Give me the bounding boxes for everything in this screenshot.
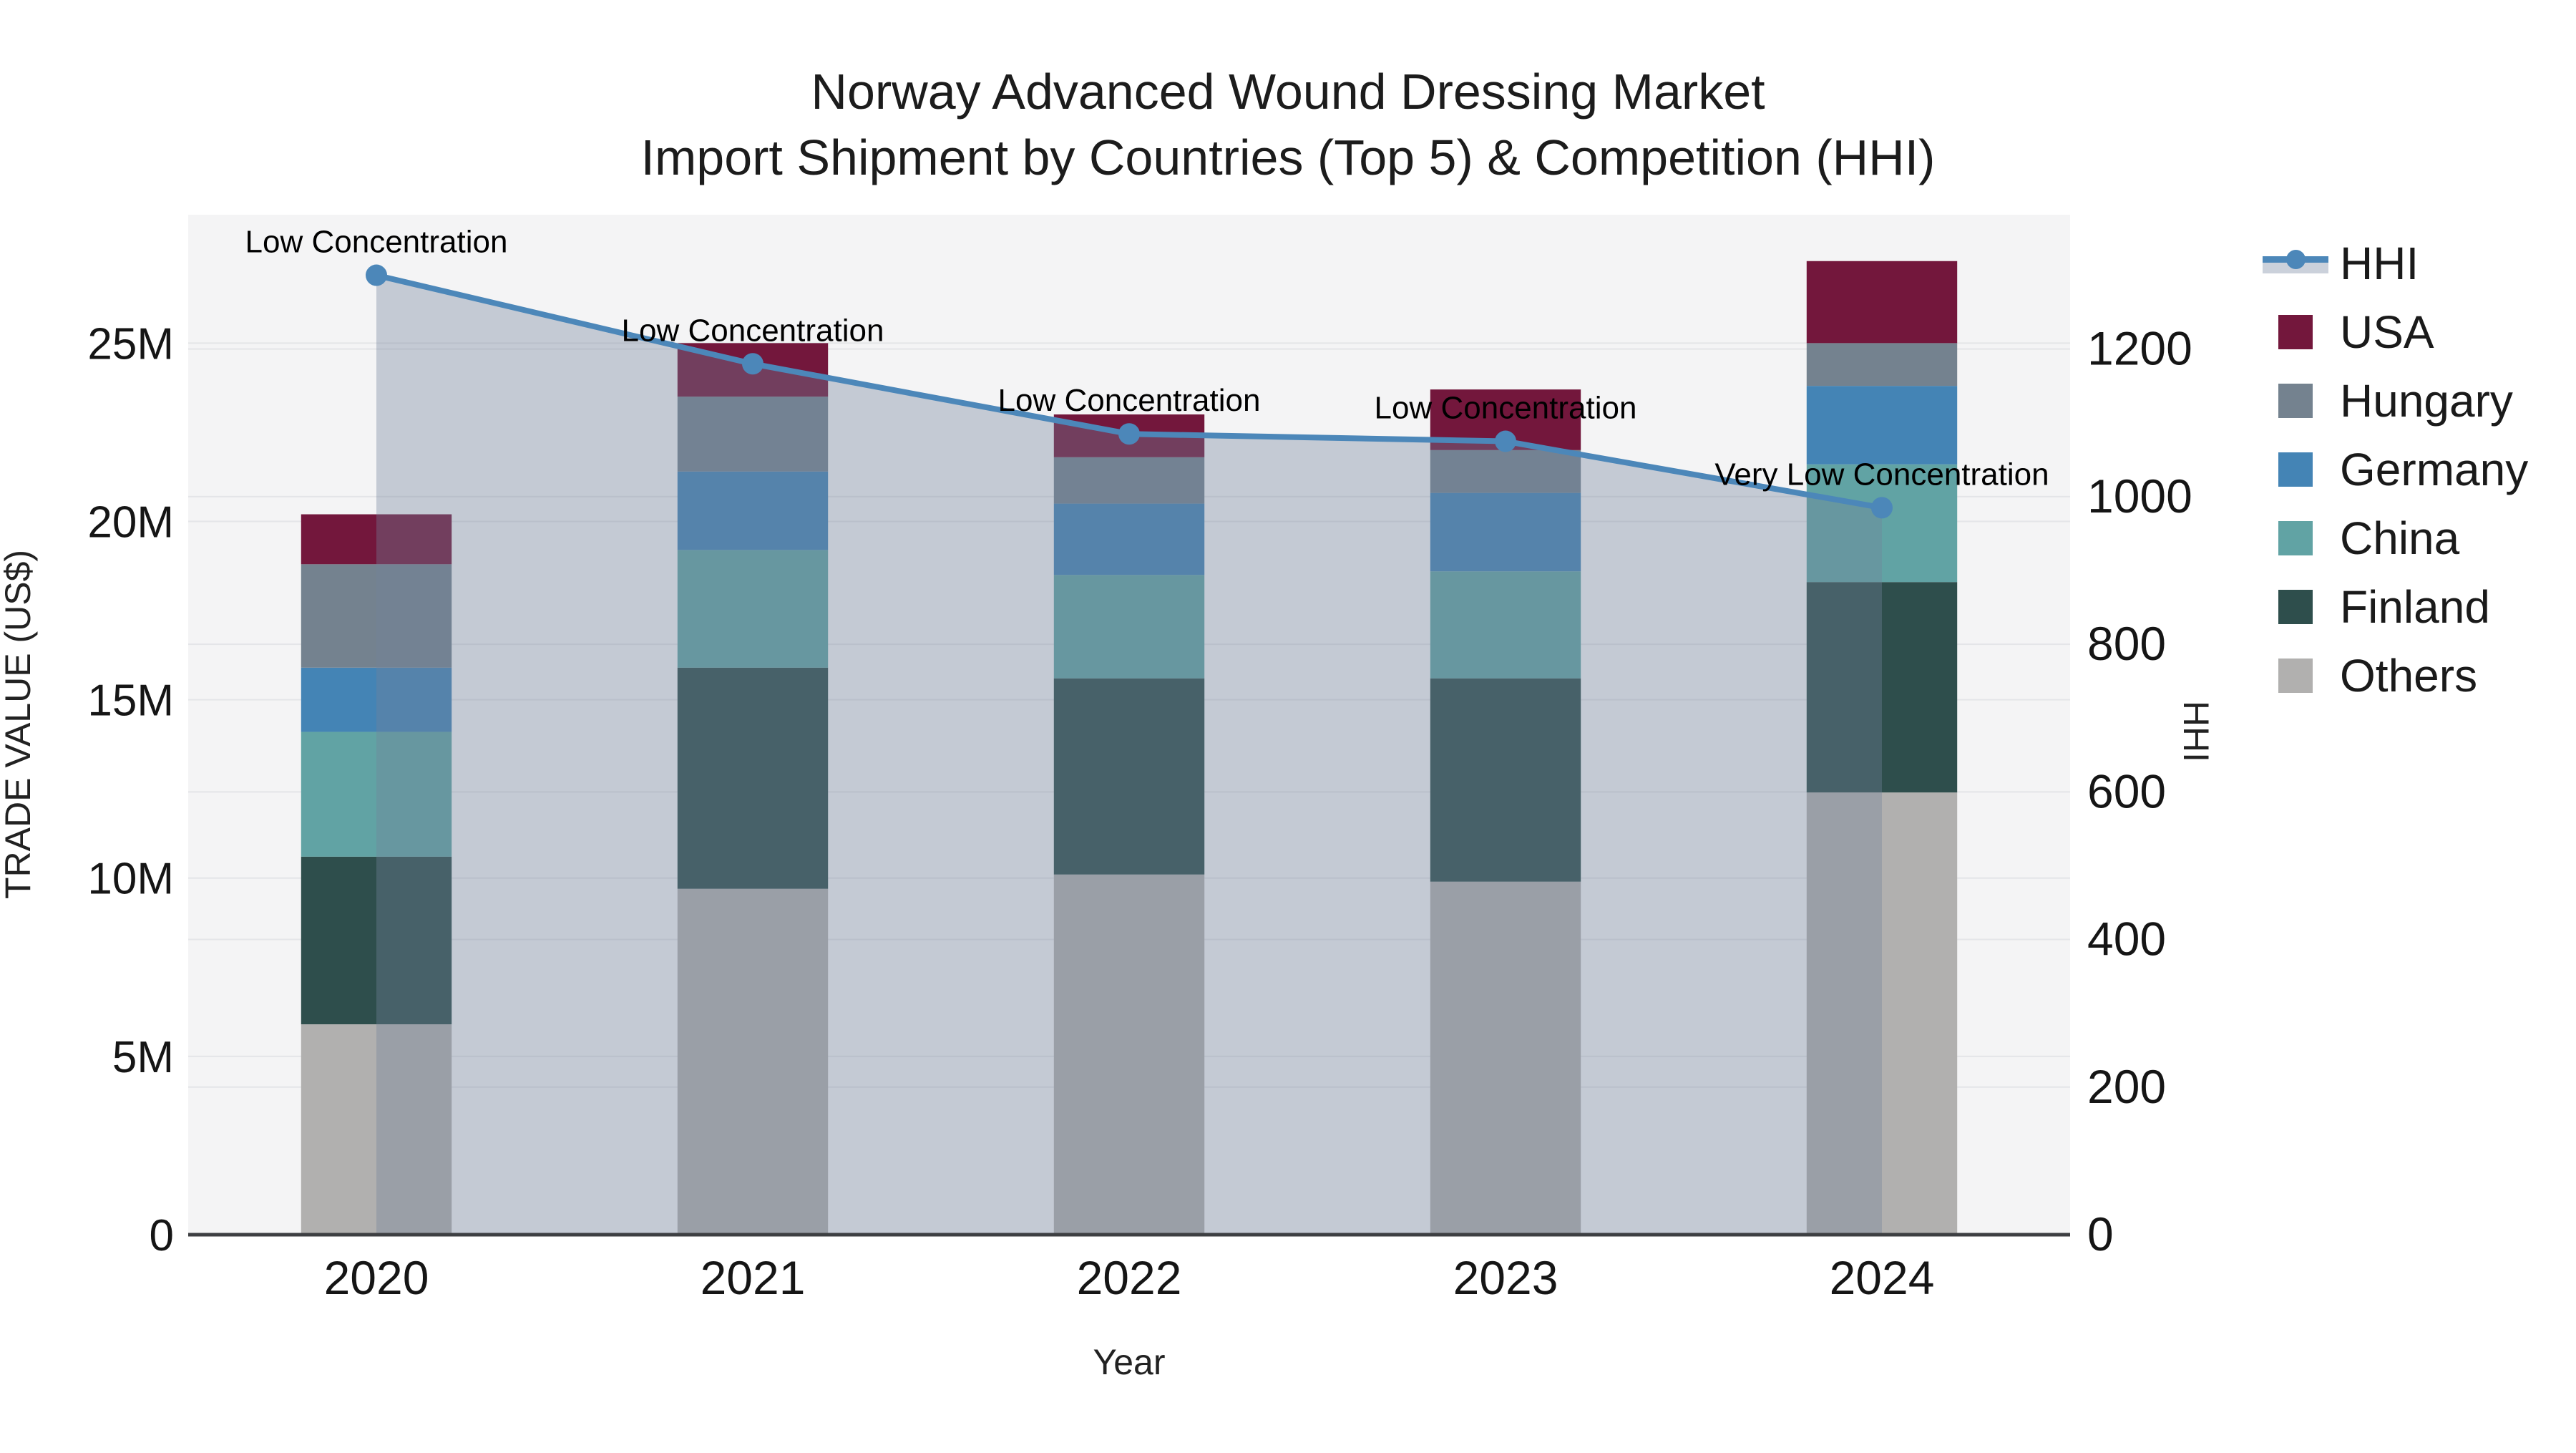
bar-2020-china[interactable] <box>301 732 452 857</box>
x-tick-2022: 2022 <box>1077 1251 1182 1304</box>
bar-2024-usa[interactable] <box>1806 261 1958 344</box>
y-right-axis-title: HHI <box>2176 701 2216 762</box>
annotation-2023: Low Concentration <box>1375 391 1637 426</box>
hhi-marker-2022[interactable] <box>1118 423 1140 445</box>
bar-2020-hungary[interactable] <box>301 564 452 668</box>
y-right-tick-0: 0 <box>2087 1207 2114 1260</box>
legend-item-hhi[interactable]: HHI <box>2261 229 2528 298</box>
x-axis-title: Year <box>1093 1342 1165 1382</box>
legend-swatch-finland-icon <box>2261 590 2330 624</box>
legend-label-germany: Germany <box>2340 444 2529 495</box>
y-right-tick-1200: 1200 <box>2087 322 2192 375</box>
y-right-tick-400: 400 <box>2087 913 2166 966</box>
legend-item-hungary[interactable]: Hungary <box>2261 366 2528 435</box>
legend-label-usa: USA <box>2340 306 2434 358</box>
bar-2023-others[interactable] <box>1430 881 1581 1235</box>
y-left-axis-title: TRADE VALUE (US$) <box>0 550 38 899</box>
bar-2024-finland[interactable] <box>1806 582 1958 793</box>
hhi-marker-2020[interactable] <box>366 264 387 286</box>
bar-2023-hungary[interactable] <box>1430 449 1581 493</box>
annotation-2022: Low Concentration <box>998 383 1261 418</box>
legend-label-finland: Finland <box>2340 581 2490 633</box>
legend-item-china[interactable]: China <box>2261 504 2528 573</box>
y-left-tick-15M: 15M <box>87 676 174 726</box>
bar-2024-hungary[interactable] <box>1806 343 1958 387</box>
hhi-area-fill <box>376 275 1882 1235</box>
y-right-tick-1000: 1000 <box>2087 470 2192 523</box>
legend-swatch-hungary-icon <box>2261 384 2330 418</box>
legend-swatch-others-icon <box>2261 659 2330 693</box>
chart-title-line1: Norway Advanced Wound Dressing Market <box>811 64 1765 120</box>
bar-2023-china[interactable] <box>1430 571 1581 679</box>
bar-2022-finland[interactable] <box>1053 678 1205 875</box>
bar-2022-germany[interactable] <box>1053 503 1205 575</box>
y-left-tick-0: 0 <box>150 1211 174 1260</box>
bar-2022-others[interactable] <box>1053 874 1205 1235</box>
y-left-tick-5M: 5M <box>112 1033 174 1082</box>
bar-2024-germany[interactable] <box>1806 386 1958 465</box>
x-tick-2024: 2024 <box>1830 1251 1935 1304</box>
legend-item-usa[interactable]: USA <box>2261 298 2528 366</box>
bar-2020-germany[interactable] <box>301 667 452 732</box>
bar-2024-others[interactable] <box>1806 792 1958 1235</box>
annotation-2024: Very Low Concentration <box>1714 457 2049 492</box>
legend: HHI USA Hungary Germany China Finland Others <box>2261 229 2528 710</box>
bar-2023-finland[interactable] <box>1430 678 1581 882</box>
hhi-marker-2024[interactable] <box>1871 497 1893 519</box>
annotation-2021: Low Concentration <box>622 313 884 348</box>
legend-swatch-usa-icon <box>2261 315 2330 349</box>
x-tick-2021: 2021 <box>701 1251 806 1304</box>
bar-2020-usa[interactable] <box>301 514 452 565</box>
legend-label-china: China <box>2340 512 2460 564</box>
bar-2020-finland[interactable] <box>301 856 452 1025</box>
hhi-line-icon <box>2261 246 2330 281</box>
legend-item-finland[interactable]: Finland <box>2261 573 2528 641</box>
bar-2021-germany[interactable] <box>677 471 829 550</box>
bar-2024-china[interactable] <box>1806 464 1958 583</box>
bar-2023-germany[interactable] <box>1430 492 1581 572</box>
legend-label-hhi: HHI <box>2340 238 2419 289</box>
bar-2021-finland[interactable] <box>677 667 829 889</box>
bar-2021-china[interactable] <box>677 550 829 668</box>
legend-swatch-china-icon <box>2261 521 2330 555</box>
y-left-tick-25M: 25M <box>87 319 174 369</box>
y-right-tick-800: 800 <box>2087 617 2166 670</box>
y-left-tick-10M: 10M <box>87 855 174 904</box>
legend-item-others[interactable]: Others <box>2261 641 2528 710</box>
y-left-tick-20M: 20M <box>87 497 174 547</box>
bar-2022-china[interactable] <box>1053 575 1205 679</box>
annotation-2020: Low Concentration <box>245 225 508 260</box>
legend-item-germany[interactable]: Germany <box>2261 435 2528 504</box>
bar-2021-hungary[interactable] <box>677 397 829 472</box>
hhi-marker-2021[interactable] <box>742 353 763 375</box>
bar-2022-hungary[interactable] <box>1053 457 1205 504</box>
legend-label-others: Others <box>2340 650 2478 701</box>
y-right-tick-200: 200 <box>2087 1060 2166 1113</box>
bar-2020-others[interactable] <box>301 1024 452 1235</box>
legend-label-hungary: Hungary <box>2340 375 2513 427</box>
hhi-marker-2023[interactable] <box>1495 430 1516 452</box>
chart-title-line2: Import Shipment by Countries (Top 5) & C… <box>641 130 1936 185</box>
x-tick-2023: 2023 <box>1453 1251 1558 1304</box>
x-tick-2020: 2020 <box>324 1251 429 1304</box>
bar-2021-others[interactable] <box>677 888 829 1235</box>
legend-swatch-germany-icon <box>2261 452 2330 487</box>
y-right-tick-600: 600 <box>2087 764 2166 817</box>
